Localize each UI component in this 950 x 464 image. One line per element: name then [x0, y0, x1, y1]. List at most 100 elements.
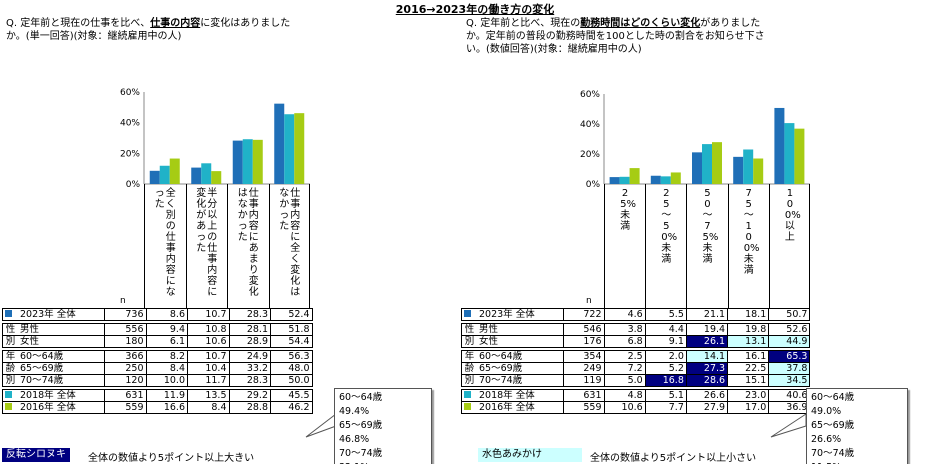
- data-cell: 8.4: [187, 401, 230, 414]
- table-row: 齢 65～69歳 250 8.4 10.4 33.2 48.0: [2, 362, 313, 375]
- data-cell: 34.5: [768, 374, 811, 387]
- bar: [660, 176, 671, 184]
- row-label: 65～69歳: [18, 362, 105, 375]
- y-tick-label: 20%: [120, 149, 140, 159]
- callout-item: 60～64歳49.4%: [339, 392, 383, 417]
- bar: [629, 168, 640, 184]
- row-n: 250: [103, 362, 147, 375]
- legend-shade-label: 水色あみかけ: [478, 448, 582, 462]
- callout-item: 65～69歳46.8%: [339, 420, 383, 445]
- legend-inverse-label: 反転シロヌキ: [2, 448, 70, 462]
- right-n-label: n: [586, 296, 592, 306]
- data-cell: 15.1: [727, 374, 770, 387]
- row-label: 60～64歳: [18, 350, 105, 363]
- bar: [169, 158, 180, 184]
- page-title: 2016→2023年の働き方の変化: [395, 3, 555, 16]
- legend-shade-text: 全体の数値より5ポイント以上小さい: [590, 453, 757, 464]
- data-cell: 7.2: [603, 362, 646, 375]
- data-cell: 27.9: [685, 401, 729, 414]
- data-cell: 5.2: [644, 362, 687, 375]
- data-cell: 23.0: [727, 389, 770, 402]
- row-label: 2016年 全体: [18, 401, 105, 414]
- data-cell: 6.8: [603, 335, 646, 348]
- row-label: 60～64歳: [477, 350, 564, 363]
- table-row: 2018年 全体 631 4.8 5.1 26.6 23.0 40.6: [461, 389, 811, 402]
- data-cell: 33.2: [228, 362, 271, 375]
- row-n: 722: [562, 308, 605, 321]
- row-n: 180: [103, 335, 147, 348]
- left-n-label: n: [120, 296, 126, 306]
- data-cell: 65.3: [768, 350, 811, 363]
- bar: [609, 177, 620, 184]
- bar: [753, 158, 764, 184]
- left-chart: 60% 40% 20% 0%: [0, 0, 475, 310]
- left-bar-chart: 60% 40% 20% 0%: [120, 88, 310, 190]
- data-cell: 14.1: [685, 350, 729, 363]
- series-swatch: [5, 403, 12, 410]
- data-cell: 22.5: [727, 362, 770, 375]
- data-cell: 37.8: [768, 362, 811, 375]
- bar: [794, 128, 805, 184]
- bar: [242, 139, 253, 184]
- left-callout: 60～64歳49.4% 65～69歳46.8% 70～74歳32.1%: [334, 388, 432, 464]
- data-cell: 2.5: [603, 350, 646, 363]
- data-cell: 28.3: [228, 308, 271, 321]
- data-cell: 18.1: [727, 308, 770, 321]
- row-n: 631: [562, 389, 605, 402]
- bar: [743, 149, 754, 184]
- data-cell: 8.6: [145, 308, 188, 321]
- bar: [284, 114, 295, 184]
- data-cell: 17.0: [727, 401, 770, 414]
- data-cell: 28.8: [228, 401, 271, 414]
- data-cell: 11.9: [145, 389, 188, 402]
- data-cell: 10.0: [145, 374, 188, 387]
- row-label: 2018年 全体: [18, 389, 105, 402]
- data-cell: 28.1: [228, 323, 271, 336]
- data-cell: 56.3: [270, 350, 313, 363]
- left-question: Q. 定年前と現在の仕事を比べ、仕事の内容に変化はありましたか。(単一回答)(対…: [6, 18, 291, 42]
- bar: [619, 176, 630, 184]
- row-label: 2023年 全体: [18, 308, 105, 321]
- row-label: 70～74歳: [477, 374, 564, 387]
- table-row: 2023年 全体 722 4.6 5.5 21.1 18.1 50.7: [461, 308, 811, 321]
- callout-item: 60～64歳49.0%: [811, 392, 855, 417]
- data-cell: 16.6: [145, 401, 188, 414]
- series-swatch: [464, 391, 471, 398]
- bar: [670, 172, 681, 184]
- data-cell: 13.1: [727, 335, 770, 348]
- row-label: 65～69歳: [477, 362, 564, 375]
- column-header: 仕事内容にあまり変化はなかった仕事内容にあまり変化はなかった: [227, 184, 269, 308]
- column-header: 全く別の仕事内容になった全く別の仕事内容になった: [144, 184, 186, 308]
- y-tick-label: 60%: [580, 90, 600, 100]
- legend-inverse-text: 全体の数値より5ポイント以上大きい: [88, 453, 255, 464]
- data-cell: 21.1: [685, 308, 729, 321]
- bar: [232, 140, 243, 184]
- left-data-table: 2023年 全体 736 8.6 10.7 28.3 52.4 性男性 556 9.4 10.8 2…: [2, 308, 313, 414]
- row-n: 119: [562, 374, 605, 387]
- data-cell: 10.6: [187, 335, 230, 348]
- bar: [159, 165, 170, 184]
- bar: [211, 171, 222, 184]
- data-cell: 9.4: [145, 323, 188, 336]
- right-data-table: 2023年 全体 722 4.6 5.5 21.1 18.1 50.7 性男性 546 3.8 4.…: [461, 308, 811, 414]
- data-cell: 16.1: [727, 350, 770, 363]
- data-cell: 51.8: [270, 323, 313, 336]
- data-cell: 29.2: [228, 389, 271, 402]
- data-cell: 28.6: [685, 374, 729, 387]
- data-cell: 10.4: [187, 362, 230, 375]
- y-tick-label: 0%: [126, 180, 141, 190]
- data-cell: 48.0: [270, 362, 313, 375]
- row-label: 女性: [18, 335, 105, 348]
- bar: [149, 170, 160, 184]
- data-cell: 19.4: [685, 323, 729, 336]
- bar: [274, 103, 285, 184]
- data-cell: 28.9: [228, 335, 271, 348]
- row-label: 2018年 全体: [477, 389, 564, 402]
- row-label: 男性: [477, 323, 564, 336]
- row-label: 2023年 全体: [477, 308, 564, 321]
